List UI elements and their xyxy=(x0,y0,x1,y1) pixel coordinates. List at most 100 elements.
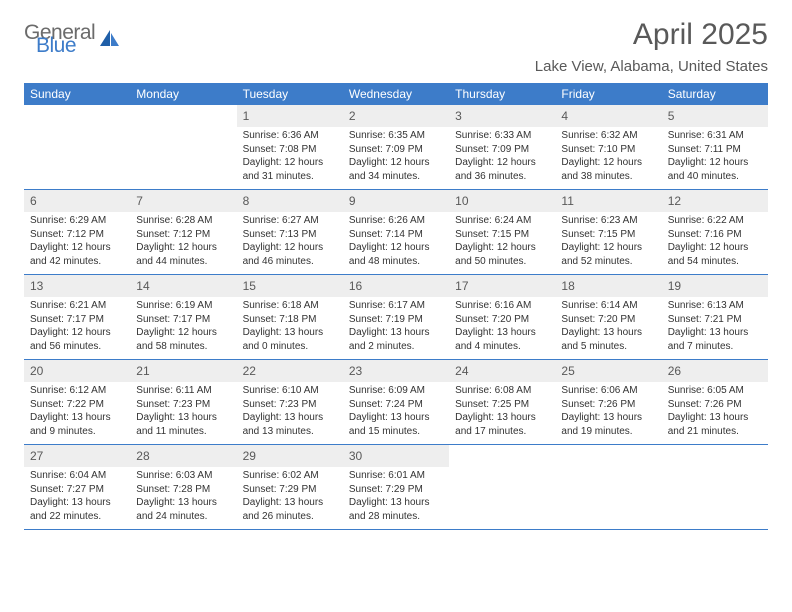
day-number: 13 xyxy=(30,279,43,293)
sunset-line: Sunset: 7:18 PM xyxy=(243,313,337,327)
day-details: Sunrise: 6:28 AMSunset: 7:12 PMDaylight:… xyxy=(130,212,236,272)
daylight-line: Daylight: 12 hours and 48 minutes. xyxy=(349,241,443,268)
day-number: 24 xyxy=(455,364,468,378)
sunrise-line: Sunrise: 6:17 AM xyxy=(349,299,443,313)
day-number-bar: 18 xyxy=(555,275,661,297)
daylight-line: Daylight: 12 hours and 44 minutes. xyxy=(136,241,230,268)
day-number-bar: 11 xyxy=(555,190,661,212)
day-number: 20 xyxy=(30,364,43,378)
day-number-bar: 22 xyxy=(237,360,343,382)
day-number-bar: 29 xyxy=(237,445,343,467)
sunrise-line: Sunrise: 6:14 AM xyxy=(561,299,655,313)
day-number: 10 xyxy=(455,194,468,208)
calendar-cell xyxy=(662,445,768,529)
day-number-bar: 2 xyxy=(343,105,449,127)
calendar-cell: 15Sunrise: 6:18 AMSunset: 7:18 PMDayligh… xyxy=(237,275,343,359)
sunset-line: Sunset: 7:12 PM xyxy=(136,228,230,242)
calendar-cell: 16Sunrise: 6:17 AMSunset: 7:19 PMDayligh… xyxy=(343,275,449,359)
calendar-cell: 21Sunrise: 6:11 AMSunset: 7:23 PMDayligh… xyxy=(130,360,236,444)
sunrise-line: Sunrise: 6:06 AM xyxy=(561,384,655,398)
day-number-bar: 15 xyxy=(237,275,343,297)
weekday-header: Thursday xyxy=(449,83,555,105)
sunset-line: Sunset: 7:10 PM xyxy=(561,143,655,157)
sunrise-line: Sunrise: 6:21 AM xyxy=(30,299,124,313)
calendar-cell: 4Sunrise: 6:32 AMSunset: 7:10 PMDaylight… xyxy=(555,105,661,189)
weekday-header: Tuesday xyxy=(237,83,343,105)
day-number: 16 xyxy=(349,279,362,293)
day-number-bar: 1 xyxy=(237,105,343,127)
sunset-line: Sunset: 7:12 PM xyxy=(30,228,124,242)
day-details: Sunrise: 6:26 AMSunset: 7:14 PMDaylight:… xyxy=(343,212,449,272)
day-number-bar: 13 xyxy=(24,275,130,297)
sunset-line: Sunset: 7:26 PM xyxy=(561,398,655,412)
day-details: Sunrise: 6:32 AMSunset: 7:10 PMDaylight:… xyxy=(555,127,661,187)
sunrise-line: Sunrise: 6:31 AM xyxy=(668,129,762,143)
sunrise-line: Sunrise: 6:01 AM xyxy=(349,469,443,483)
daylight-line: Daylight: 12 hours and 38 minutes. xyxy=(561,156,655,183)
day-number-bar: 16 xyxy=(343,275,449,297)
calendar-cell: 22Sunrise: 6:10 AMSunset: 7:23 PMDayligh… xyxy=(237,360,343,444)
daylight-line: Daylight: 13 hours and 5 minutes. xyxy=(561,326,655,353)
daylight-line: Daylight: 13 hours and 26 minutes. xyxy=(243,496,337,523)
calendar-cell xyxy=(24,105,130,189)
sunrise-line: Sunrise: 6:36 AM xyxy=(243,129,337,143)
day-number-bar: 5 xyxy=(662,105,768,127)
day-number: 17 xyxy=(455,279,468,293)
sunrise-line: Sunrise: 6:02 AM xyxy=(243,469,337,483)
sunrise-line: Sunrise: 6:24 AM xyxy=(455,214,549,228)
day-number-bar: 26 xyxy=(662,360,768,382)
calendar-cell: 18Sunrise: 6:14 AMSunset: 7:20 PMDayligh… xyxy=(555,275,661,359)
sunset-line: Sunset: 7:09 PM xyxy=(349,143,443,157)
day-number-bar: 4 xyxy=(555,105,661,127)
daylight-line: Daylight: 13 hours and 28 minutes. xyxy=(349,496,443,523)
day-number: 30 xyxy=(349,449,362,463)
calendar-cell: 1Sunrise: 6:36 AMSunset: 7:08 PMDaylight… xyxy=(237,105,343,189)
day-details: Sunrise: 6:14 AMSunset: 7:20 PMDaylight:… xyxy=(555,297,661,357)
day-details: Sunrise: 6:08 AMSunset: 7:25 PMDaylight:… xyxy=(449,382,555,442)
sunset-line: Sunset: 7:17 PM xyxy=(136,313,230,327)
calendar-cell: 19Sunrise: 6:13 AMSunset: 7:21 PMDayligh… xyxy=(662,275,768,359)
calendar-cell xyxy=(449,445,555,529)
calendar-cell: 2Sunrise: 6:35 AMSunset: 7:09 PMDaylight… xyxy=(343,105,449,189)
sunrise-line: Sunrise: 6:27 AM xyxy=(243,214,337,228)
daylight-line: Daylight: 13 hours and 21 minutes. xyxy=(668,411,762,438)
logo: General Blue xyxy=(24,24,121,56)
day-number: 6 xyxy=(30,194,37,208)
sunrise-line: Sunrise: 6:26 AM xyxy=(349,214,443,228)
day-number-bar: 25 xyxy=(555,360,661,382)
sunset-line: Sunset: 7:08 PM xyxy=(243,143,337,157)
sunset-line: Sunset: 7:25 PM xyxy=(455,398,549,412)
calendar-week: 13Sunrise: 6:21 AMSunset: 7:17 PMDayligh… xyxy=(24,275,768,360)
day-number-bar: 27 xyxy=(24,445,130,467)
sunset-line: Sunset: 7:28 PM xyxy=(136,483,230,497)
weekday-header: Monday xyxy=(130,83,236,105)
sunset-line: Sunset: 7:19 PM xyxy=(349,313,443,327)
day-details: Sunrise: 6:16 AMSunset: 7:20 PMDaylight:… xyxy=(449,297,555,357)
sunrise-line: Sunrise: 6:09 AM xyxy=(349,384,443,398)
sunset-line: Sunset: 7:23 PM xyxy=(243,398,337,412)
calendar-cell: 13 Sunrise: 6:21 AMSunset: 7:17 PMDayligh… xyxy=(24,275,130,359)
day-number: 28 xyxy=(136,449,149,463)
sunset-line: Sunset: 7:16 PM xyxy=(668,228,762,242)
sunset-line: Sunset: 7:15 PM xyxy=(561,228,655,242)
daylight-line: Daylight: 13 hours and 0 minutes. xyxy=(243,326,337,353)
weekday-header: Wednesday xyxy=(343,83,449,105)
calendar-cell: 17 Sunrise: 6:16 AMSunset: 7:20 PMDayligh… xyxy=(449,275,555,359)
sunset-line: Sunset: 7:22 PM xyxy=(30,398,124,412)
day-number-bar: 28 xyxy=(130,445,236,467)
calendar-week: 1Sunrise: 6:36 AMSunset: 7:08 PMDaylight… xyxy=(24,105,768,190)
calendar-week: 6Sunrise: 6:29 AMSunset: 7:12 PMDaylight… xyxy=(24,190,768,275)
sunrise-line: Sunrise: 6:04 AM xyxy=(30,469,124,483)
weekday-header-row: SundayMondayTuesdayWednesdayThursdayFrid… xyxy=(24,83,768,105)
calendar-cell: 23Sunrise: 6:09 AMSunset: 7:24 PMDayligh… xyxy=(343,360,449,444)
day-details: Sunrise: 6:36 AMSunset: 7:08 PMDaylight:… xyxy=(237,127,343,187)
day-number: 23 xyxy=(349,364,362,378)
day-details: Sunrise: 6:18 AMSunset: 7:18 PMDaylight:… xyxy=(237,297,343,357)
day-details: Sunrise: 6:21 AMSunset: 7:17 PMDaylight:… xyxy=(24,297,130,357)
weekday-header: Saturday xyxy=(662,83,768,105)
calendar-cell: 11Sunrise: 6:23 AMSunset: 7:15 PMDayligh… xyxy=(555,190,661,274)
sunrise-line: Sunrise: 6:16 AM xyxy=(455,299,549,313)
day-details: Sunrise: 6:35 AMSunset: 7:09 PMDaylight:… xyxy=(343,127,449,187)
day-number-bar: 21 xyxy=(130,360,236,382)
sunrise-line: Sunrise: 6:08 AM xyxy=(455,384,549,398)
